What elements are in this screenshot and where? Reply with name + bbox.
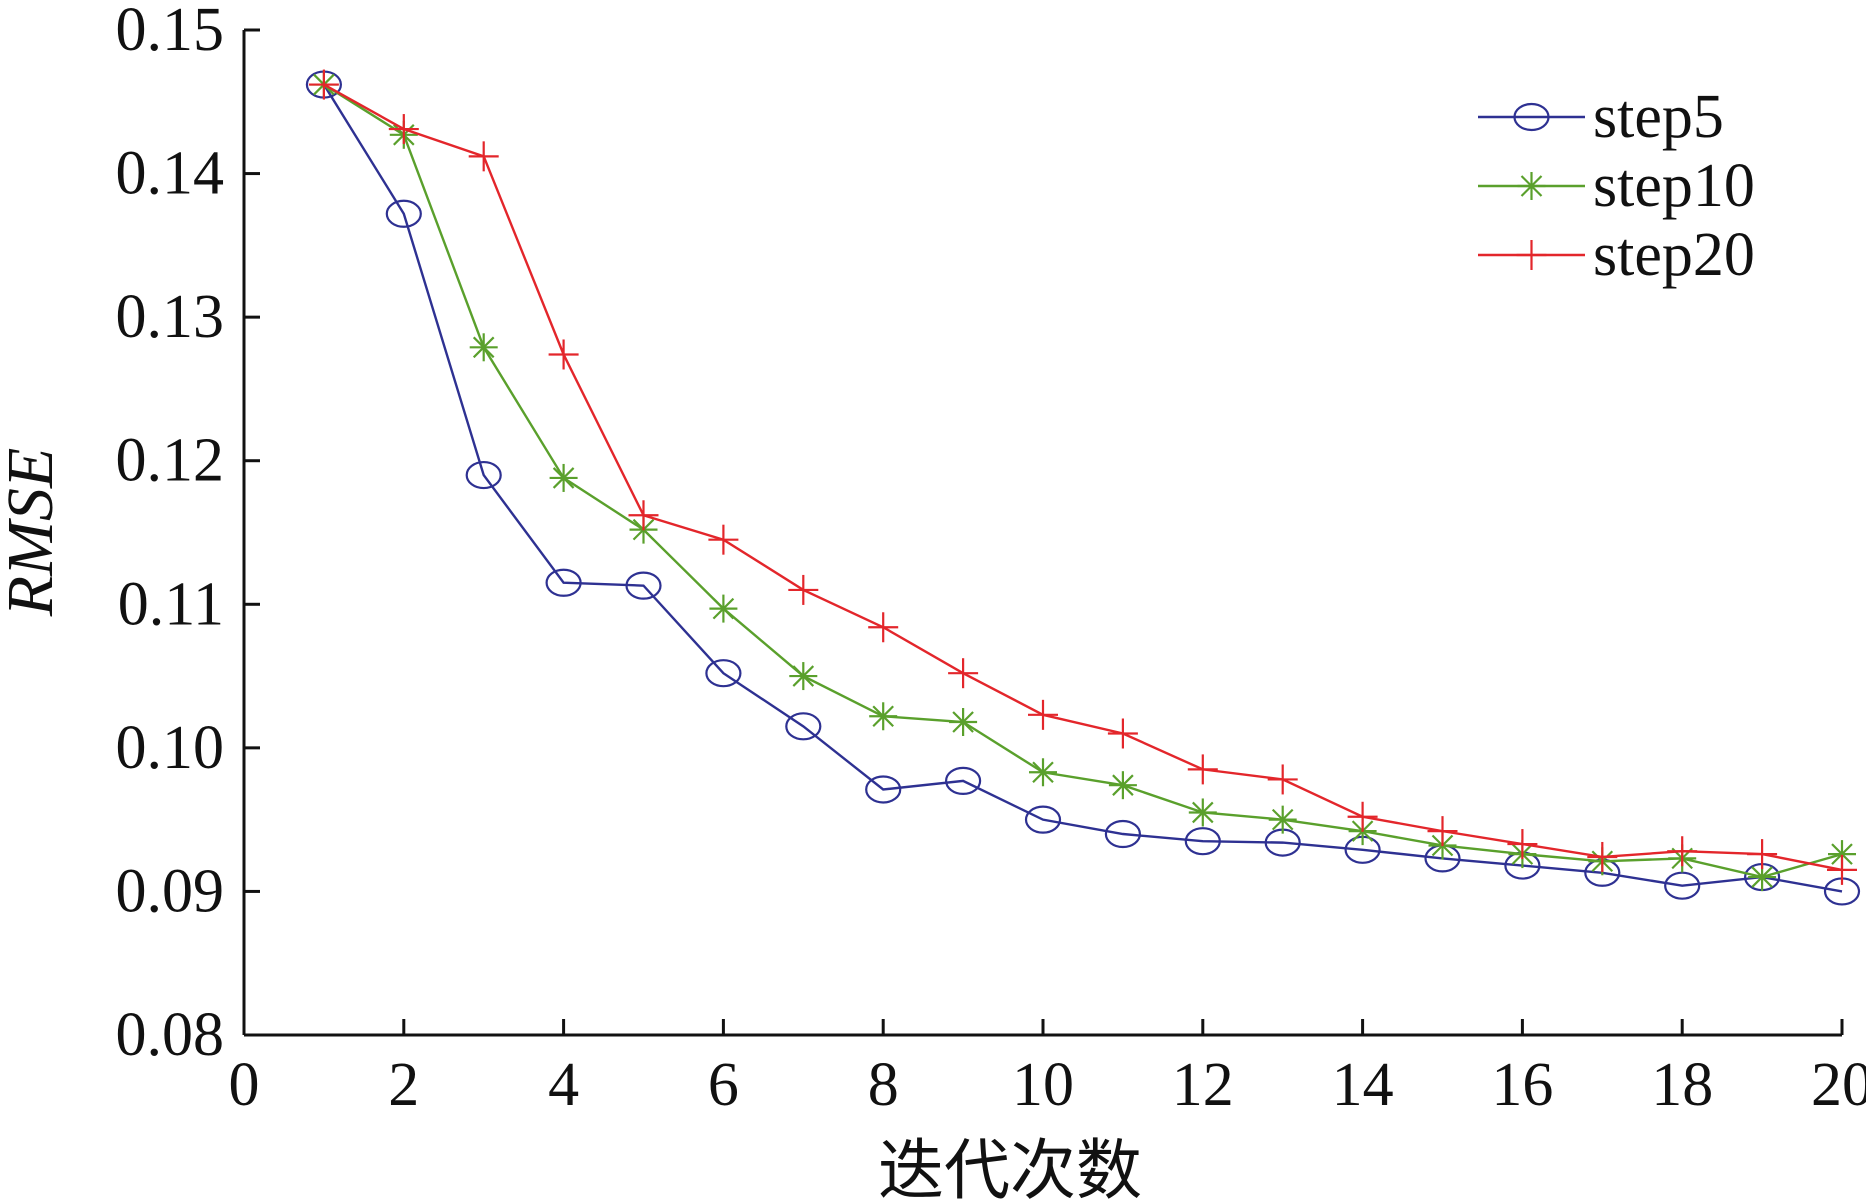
data-point (708, 524, 739, 555)
legend-item: step10 (1478, 152, 1755, 220)
x-tick-label: 10 (1012, 1051, 1074, 1119)
y-tick-label: 0.14 (116, 140, 225, 208)
x-tick-label: 2 (388, 1051, 419, 1119)
data-point (1513, 102, 1550, 132)
data-point (549, 463, 578, 492)
data-point (709, 594, 738, 623)
legend-item: step20 (1478, 221, 1755, 289)
data-point (628, 500, 659, 531)
y-tick-label: 0.12 (116, 427, 225, 495)
data-point (1516, 240, 1547, 270)
data-point (1104, 819, 1142, 849)
data-point (705, 659, 742, 688)
data-point (1664, 871, 1701, 900)
y-ticks: 0.08 0.09 0.10 0.11 0.12 0.13 0.14 0.15 (116, 0, 260, 1069)
legend-item: step5 (1478, 83, 1724, 151)
x-tick-label: 12 (1172, 1051, 1234, 1119)
data-point (1108, 771, 1137, 800)
y-tick-label: 0.09 (116, 857, 225, 925)
data-point (548, 339, 579, 370)
data-point (1268, 805, 1297, 834)
data-point (1587, 841, 1618, 872)
x-tick-label: 4 (548, 1051, 579, 1119)
data-point (1517, 172, 1546, 200)
data-point (1427, 816, 1458, 847)
x-ticks: 0 2 4 6 8 10 12 14 16 18 20 (229, 1019, 1866, 1119)
data-point (1024, 805, 1062, 834)
data-point (1747, 839, 1778, 870)
series-step20 (308, 69, 1857, 885)
data-point (949, 708, 978, 737)
data-point (468, 141, 499, 172)
data-point (388, 114, 419, 145)
x-axis-title: 迭代次数 (878, 1135, 1142, 1204)
y-tick-label: 0.11 (118, 570, 224, 638)
y-tick-label: 0.10 (116, 714, 225, 782)
data-point (1184, 827, 1221, 856)
data-point (1827, 854, 1857, 885)
data-point (944, 766, 982, 795)
series-line (323, 83, 1843, 872)
data-point (308, 69, 339, 100)
data-point (1507, 829, 1538, 860)
data-point (465, 460, 502, 490)
data-point (625, 571, 662, 600)
data-point (1187, 754, 1218, 785)
data-point (1188, 798, 1217, 827)
x-tick-label: 20 (1811, 1051, 1866, 1119)
series-line (322, 83, 1843, 893)
data-point (868, 612, 899, 643)
y-axis-title: RMSE (0, 448, 67, 618)
data-point (865, 775, 902, 804)
x-tick-label: 0 (229, 1051, 260, 1119)
data-point (788, 574, 819, 605)
y-tick-label: 0.08 (116, 1001, 225, 1069)
x-tick-label: 6 (708, 1051, 739, 1119)
legend-label: step10 (1593, 152, 1755, 220)
data-point (789, 662, 818, 691)
data-point (948, 658, 979, 689)
series-line (323, 83, 1843, 879)
legend-label: step5 (1593, 83, 1724, 151)
data-point (869, 702, 898, 731)
y-tick-label: 0.13 (116, 283, 225, 351)
data-point (1028, 699, 1058, 730)
data-point (1029, 758, 1057, 787)
series-layer (305, 69, 1861, 906)
x-tick-label: 14 (1332, 1051, 1394, 1119)
data-point (785, 712, 822, 741)
x-tick-label: 18 (1651, 1051, 1713, 1119)
legend-label: step20 (1593, 221, 1755, 289)
y-tick-label: 0.15 (116, 0, 225, 64)
x-tick-label: 8 (868, 1051, 899, 1119)
data-point (1267, 764, 1298, 795)
x-tick-label: 16 (1491, 1051, 1553, 1119)
data-point (385, 199, 422, 228)
data-point (1667, 836, 1698, 867)
data-point (1107, 718, 1138, 749)
data-point (545, 568, 582, 597)
data-point (1347, 801, 1378, 832)
data-point (469, 333, 498, 362)
